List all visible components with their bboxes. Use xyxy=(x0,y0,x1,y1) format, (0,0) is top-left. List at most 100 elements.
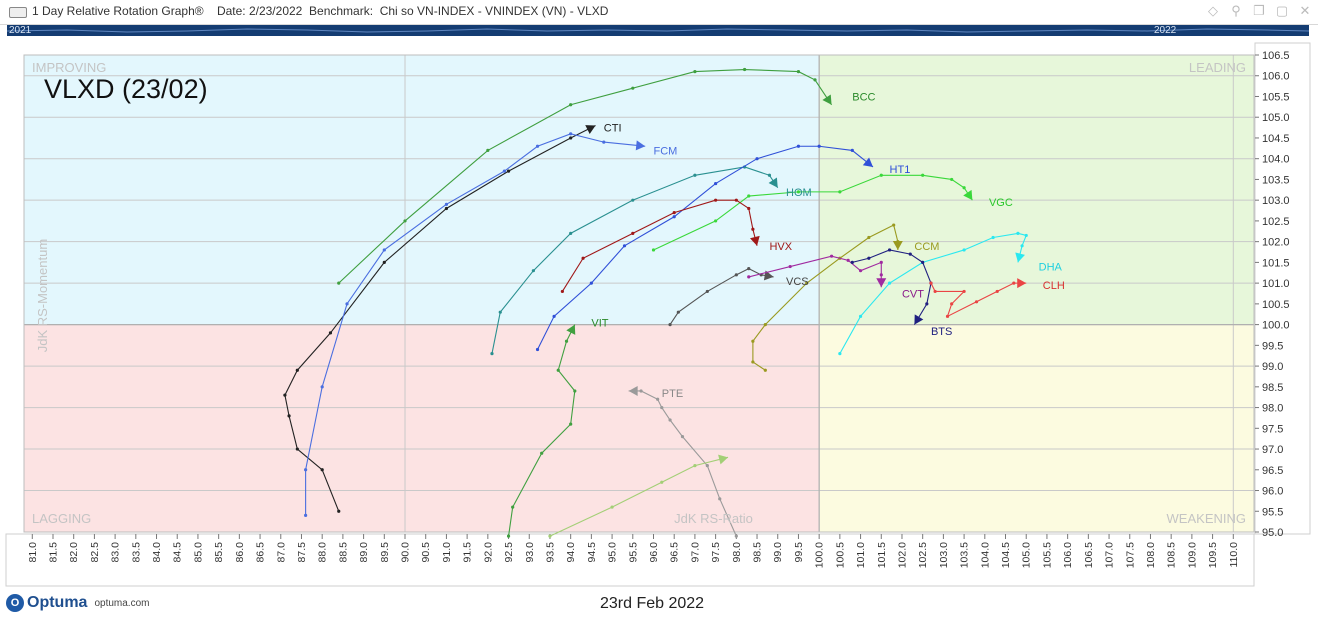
x-tick-label: 82.5 xyxy=(89,542,101,563)
series-unlabeled xyxy=(548,454,729,538)
series-point xyxy=(569,422,573,426)
series-point xyxy=(680,435,685,439)
series-label: DHA xyxy=(1039,262,1063,274)
series-head-arrow xyxy=(963,189,973,201)
series-fcm xyxy=(304,132,646,518)
series-label: CLH xyxy=(1043,280,1065,292)
series-line xyxy=(852,249,932,325)
series-point xyxy=(295,447,299,451)
x-tick-label: 97.5 xyxy=(710,542,722,563)
series-label: CCM xyxy=(914,241,939,253)
window-menu-icon[interactable] xyxy=(9,7,27,18)
brand-name: Optuma xyxy=(27,594,88,611)
series-point xyxy=(796,69,801,74)
series-head-arrow xyxy=(635,140,646,151)
series-label: VIT xyxy=(591,318,608,330)
series-point xyxy=(511,505,515,509)
series-point xyxy=(304,513,308,518)
restore-icon[interactable]: ▢ xyxy=(1275,3,1289,18)
series-point xyxy=(668,418,672,422)
series-vit xyxy=(506,324,577,538)
y-tick-label: 101.5 xyxy=(1262,257,1290,269)
x-axis-box xyxy=(5,533,1255,587)
series-head-arrow xyxy=(585,125,596,135)
series-point xyxy=(908,252,912,256)
y-axis-box xyxy=(1254,42,1311,535)
series-point xyxy=(929,281,933,285)
series-cti xyxy=(283,125,596,513)
series-head-arrow xyxy=(768,177,778,188)
x-tick-label: 81.0 xyxy=(27,542,39,563)
chart-title: VLXD (23/02) xyxy=(44,74,208,104)
series-point xyxy=(747,206,751,211)
y-tick-label: 98.5 xyxy=(1262,382,1283,394)
series-head-arrow xyxy=(892,240,903,250)
series-point xyxy=(631,86,635,90)
series-point xyxy=(887,281,892,285)
x-tick-label: 87.5 xyxy=(296,542,308,563)
x-tick-label: 108.5 xyxy=(1166,542,1178,568)
x-tick-label: 100.5 xyxy=(834,542,846,568)
series-point xyxy=(535,347,540,352)
series-point xyxy=(581,256,585,260)
y-tick-label: 99.5 xyxy=(1262,340,1283,352)
x-tick-label: 81.5 xyxy=(47,542,59,563)
x-tick-label: 84.5 xyxy=(172,542,184,563)
series-point xyxy=(403,219,407,223)
close-icon[interactable]: ✕ xyxy=(1299,3,1311,18)
series-hom xyxy=(490,165,779,356)
series-head-arrow xyxy=(876,278,887,288)
series-point xyxy=(763,368,767,372)
series-point xyxy=(1020,244,1024,248)
x-axis-title: JdK RS-Ratio xyxy=(674,511,753,526)
quadrant-label-lagging: LAGGING xyxy=(32,511,91,526)
series-point xyxy=(879,173,883,177)
series-point xyxy=(718,497,722,501)
y-tick-label: 99.0 xyxy=(1262,361,1283,373)
series-line xyxy=(653,174,973,251)
x-tick-label: 107.0 xyxy=(1104,542,1116,568)
x-tick-label: 100.0 xyxy=(814,542,826,568)
footer-date: 23rd Feb 2022 xyxy=(600,595,705,612)
series-point xyxy=(486,148,490,152)
y-tick-label: 102.0 xyxy=(1262,237,1290,249)
x-tick-label: 85.0 xyxy=(192,542,204,563)
pin-icon[interactable]: ⚲ xyxy=(1231,3,1241,18)
x-tick-label: 105.5 xyxy=(1041,542,1053,568)
series-point xyxy=(569,132,573,136)
series-dha xyxy=(838,231,1028,356)
diamond-icon[interactable]: ◇ xyxy=(1208,3,1218,18)
x-tick-label: 106.5 xyxy=(1083,542,1095,568)
series-point xyxy=(622,244,627,248)
rrg-chart[interactable]: 81.0 81.5 82.0 82.5 83.0 83.5 84.0 84.5 85.0 85.5… xyxy=(0,36,1318,592)
series-point xyxy=(498,310,502,314)
copy-icon[interactable]: ❐ xyxy=(1253,3,1265,18)
x-tick-label: 103.0 xyxy=(938,542,950,568)
x-tick-label: 86.0 xyxy=(234,542,246,563)
series-point xyxy=(751,360,755,364)
series-ht1 xyxy=(535,144,874,352)
y-tick-label: 95.0 xyxy=(1262,527,1283,539)
series-head-arrow xyxy=(914,314,924,325)
series-label: CVT xyxy=(902,289,924,301)
series-ccm xyxy=(751,223,903,372)
x-tick-label: 104.5 xyxy=(1000,542,1012,568)
quadrant-label-leading: LEADING xyxy=(1189,60,1246,75)
x-tick-label: 94.0 xyxy=(565,542,577,563)
series-label: HT1 xyxy=(890,164,911,176)
series-point xyxy=(945,314,950,318)
x-tick-label: 98.5 xyxy=(752,542,764,563)
series-point xyxy=(328,331,333,335)
series-point xyxy=(569,103,573,107)
y-tick-label: 103.0 xyxy=(1262,195,1290,207)
series-point xyxy=(295,368,299,372)
series-point xyxy=(796,190,801,194)
series-bcc xyxy=(337,67,833,285)
series-point xyxy=(743,67,747,72)
series-point xyxy=(1016,231,1020,235)
series-point xyxy=(705,464,709,468)
series-point xyxy=(705,289,709,294)
timeline-scrollbar[interactable]: 2021 2022 xyxy=(7,25,1309,36)
series-label: FCM xyxy=(653,145,677,157)
series-point xyxy=(867,256,871,260)
